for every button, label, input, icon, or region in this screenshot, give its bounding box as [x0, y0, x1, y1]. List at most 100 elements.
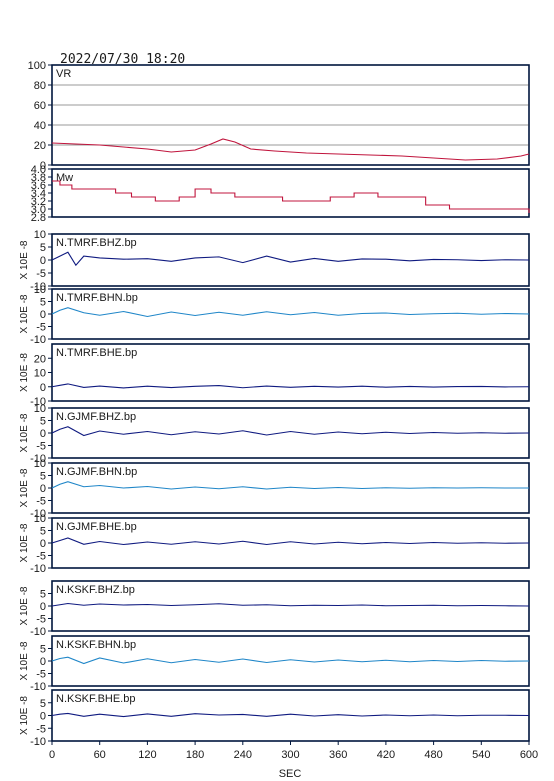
y-tick-label: 0 — [40, 255, 46, 267]
y-tick-label: 5 — [40, 297, 46, 309]
y-tick-label: 5 — [40, 471, 46, 483]
y-tick-label: 10 — [34, 513, 46, 525]
y-tick-label: 0 — [40, 656, 46, 668]
panel-label: Mw — [56, 172, 73, 184]
series-line — [51, 481, 529, 490]
y-tick-label: -10 — [30, 736, 46, 748]
y-tick-label: -10 — [30, 508, 46, 520]
y-tick-label: -5 — [36, 441, 46, 453]
series-line — [51, 656, 530, 665]
unit-label: X 10E -8 — [19, 240, 30, 279]
y-tick-label: 10 — [34, 284, 46, 296]
x-tick-label: 300 — [281, 749, 299, 761]
y-tick-label: 3.8 — [31, 172, 46, 184]
y-tick-label: 10 — [34, 403, 46, 415]
y-tick-label: 3.0 — [31, 204, 46, 216]
series-line — [51, 602, 530, 607]
panel-n-kskf-bhe-bp: 50-5-10X 10E -8 N.KSKF.BHE.bp — [19, 689, 530, 748]
y-tick-label: -5 — [36, 322, 46, 334]
y-tick-label: 10 — [34, 368, 46, 380]
series-line — [51, 307, 530, 318]
y-tick-label: 3.2 — [31, 196, 46, 208]
panel-mw: 4.03.83.63.43.23.02.8 Mw — [31, 164, 530, 224]
y-tick-label: 5 — [40, 416, 46, 428]
x-tick-label: 0 — [49, 749, 55, 761]
panel-label: N.GJMF.BHN.bp — [56, 466, 137, 478]
unit-label: X 10E -8 — [19, 641, 30, 680]
panel-label: N.GJMF.BHE.bp — [56, 521, 137, 533]
panel-label: N.KSKF.BHE.bp — [56, 693, 135, 705]
y-tick-label: -5 — [36, 551, 46, 563]
y-tick-label: -5 — [36, 669, 46, 681]
unit-label: X 10E -8 — [19, 586, 30, 625]
y-tick-label: 60 — [34, 100, 46, 112]
x-axis-title: SEC — [279, 768, 302, 780]
y-tick-label: 20 — [34, 353, 46, 365]
x-tick-label: 420 — [377, 749, 395, 761]
panel-n-tmrf-bhe-bp: 20 10 0 -10X 10E -8 N.TMRF.BHE.bp — [19, 343, 530, 408]
unit-label: X 10E -8 — [19, 294, 30, 333]
panel-label: N.TMRF.BHZ.bp — [56, 237, 137, 249]
panel-label: N.TMRF.BHE.bp — [56, 347, 137, 359]
y-tick-label: 10 — [34, 229, 46, 241]
x-tick-label: 360 — [329, 749, 347, 761]
y-tick-label: 0 — [40, 160, 46, 172]
y-tick-label: 4.0 — [31, 164, 46, 176]
y-tick-label: -10 — [30, 681, 46, 693]
series-line — [51, 138, 530, 161]
x-tick-label: 240 — [234, 749, 252, 761]
y-tick-label: 0 — [40, 538, 46, 550]
x-tick-label: 480 — [424, 749, 442, 761]
y-tick-label: 0 — [40, 309, 46, 321]
x-tick-label: 60 — [94, 749, 106, 761]
y-tick-label: 2.8 — [31, 212, 46, 224]
unit-label: X 10E -8 — [19, 523, 30, 562]
panel-n-kskf-bhn-bp: 50-5-10X 10E -8 N.KSKF.BHN.bp — [19, 635, 530, 693]
x-axis: 0 60 120 180 240 300 360 420 480 540 600 — [49, 741, 538, 761]
y-tick-label: -10 — [30, 281, 46, 293]
panel-frame — [51, 64, 530, 166]
panel-stack: 100806040200VR4.03.83.63.43.23.02.8Mw105… — [19, 60, 530, 748]
panel-label: VR — [56, 68, 71, 80]
y-tick-label: -10 — [30, 453, 46, 465]
series-line — [51, 251, 530, 267]
unit-label: X 10E -8 — [19, 696, 30, 735]
y-tick-label: 0 — [40, 382, 46, 394]
x-tick-label: 540 — [472, 749, 490, 761]
y-tick-label: 100 — [28, 60, 46, 72]
y-tick-label: 5 — [40, 242, 46, 254]
y-tick-label: -10 — [30, 563, 46, 575]
y-tick-label: -5 — [36, 268, 46, 280]
series-line — [51, 712, 530, 718]
series-line — [51, 537, 530, 546]
x-tick-label: 180 — [186, 749, 204, 761]
unit-label: X 10E -8 — [19, 468, 30, 507]
y-tick-label: 3.6 — [31, 180, 46, 192]
x-tick-label: 120 — [138, 749, 156, 761]
panel-label: N.GJMF.BHZ.bp — [56, 411, 136, 423]
y-tick-label: -10 — [30, 396, 46, 408]
y-tick-label: 5 — [40, 698, 46, 710]
y-tick-label: 5 — [40, 644, 46, 656]
y-tick-label: 5 — [40, 526, 46, 538]
unit-label: X 10E -8 — [19, 413, 30, 452]
series-line — [51, 383, 530, 389]
y-tick-label: 0 — [40, 483, 46, 495]
x-tick-label: 600 — [520, 749, 538, 761]
panel-label: N.TMRF.BHN.bp — [56, 292, 138, 304]
y-tick-label: 80 — [34, 80, 46, 92]
panel-label: N.KSKF.BHZ.bp — [56, 584, 135, 596]
y-tick-label: 10 — [34, 458, 46, 470]
series-line — [52, 180, 530, 213]
y-tick-label: 0 — [40, 428, 46, 440]
y-tick-label: 20 — [34, 140, 46, 152]
y-tick-label: -10 — [30, 334, 46, 346]
y-tick-label: -10 — [30, 626, 46, 638]
y-tick-label: -5 — [36, 614, 46, 626]
y-tick-label: 40 — [34, 120, 46, 132]
y-tick-label: 3.4 — [31, 188, 46, 200]
